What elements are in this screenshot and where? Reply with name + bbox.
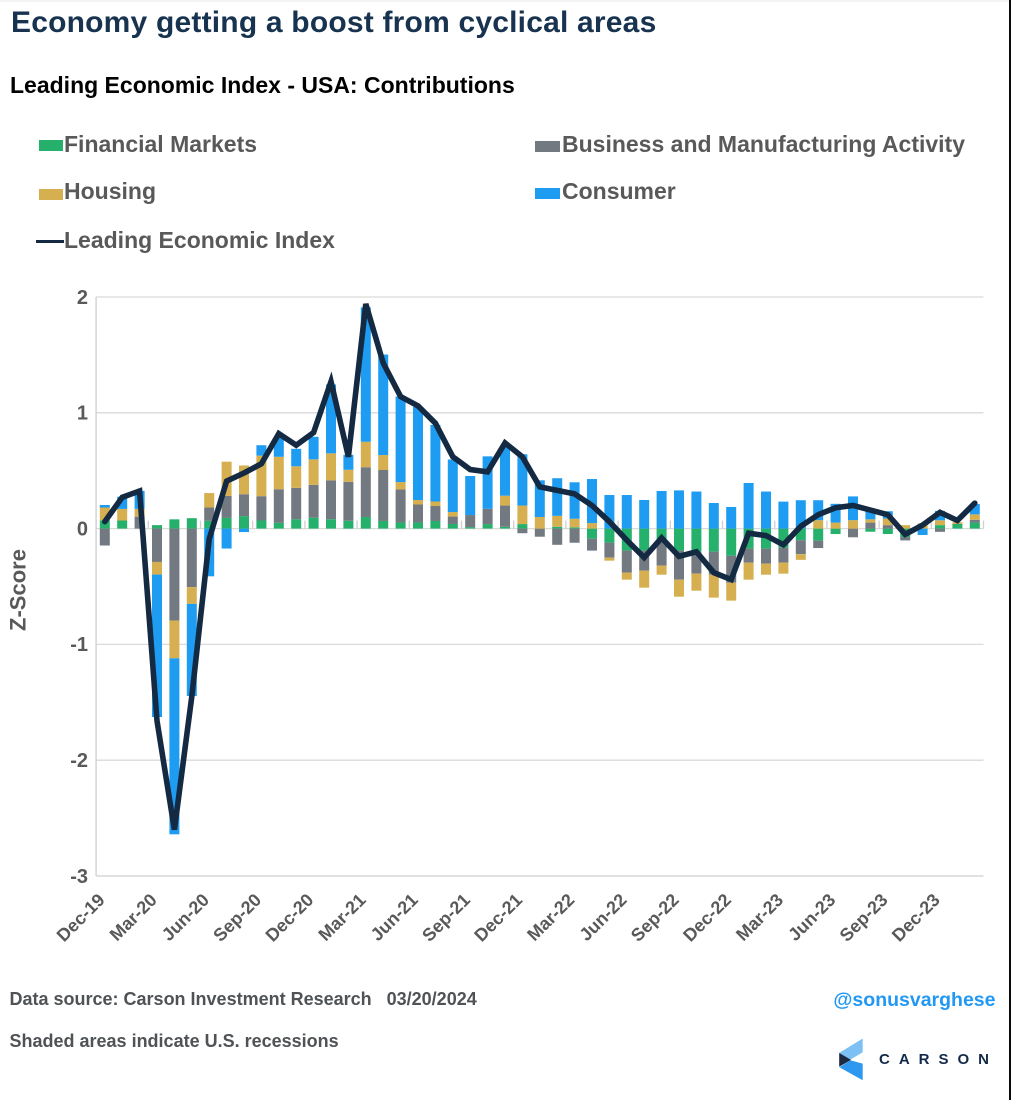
svg-text:Dec-22: Dec-22 bbox=[679, 890, 735, 946]
svg-text:Jun-23: Jun-23 bbox=[784, 890, 839, 945]
svg-text:Sep-22: Sep-22 bbox=[627, 890, 683, 946]
svg-text:Dec-20: Dec-20 bbox=[262, 890, 318, 946]
svg-text:Dec-23: Dec-23 bbox=[888, 890, 944, 946]
svg-text:Mar-20: Mar-20 bbox=[106, 890, 161, 945]
svg-text:Z-Score: Z-Score bbox=[6, 549, 31, 631]
svg-text:Mar-21: Mar-21 bbox=[314, 890, 369, 945]
svg-text:Sep-20: Sep-20 bbox=[209, 890, 265, 946]
svg-text:Sep-23: Sep-23 bbox=[836, 890, 892, 946]
svg-text:2: 2 bbox=[77, 287, 88, 309]
svg-text:Dec-19: Dec-19 bbox=[53, 890, 109, 946]
svg-text:Mar-23: Mar-23 bbox=[732, 890, 787, 945]
svg-text:-2: -2 bbox=[70, 750, 88, 772]
svg-text:-3: -3 bbox=[70, 866, 88, 888]
svg-text:Jun-20: Jun-20 bbox=[158, 890, 213, 945]
svg-text:Jun-21: Jun-21 bbox=[367, 890, 422, 945]
svg-text:1: 1 bbox=[77, 403, 88, 425]
svg-text:Sep-21: Sep-21 bbox=[418, 890, 474, 946]
svg-text:Dec-21: Dec-21 bbox=[470, 890, 526, 946]
svg-text:Jun-22: Jun-22 bbox=[575, 890, 630, 945]
svg-text:0: 0 bbox=[77, 518, 88, 540]
svg-text:Mar-22: Mar-22 bbox=[523, 890, 578, 945]
svg-text:-1: -1 bbox=[70, 634, 88, 656]
